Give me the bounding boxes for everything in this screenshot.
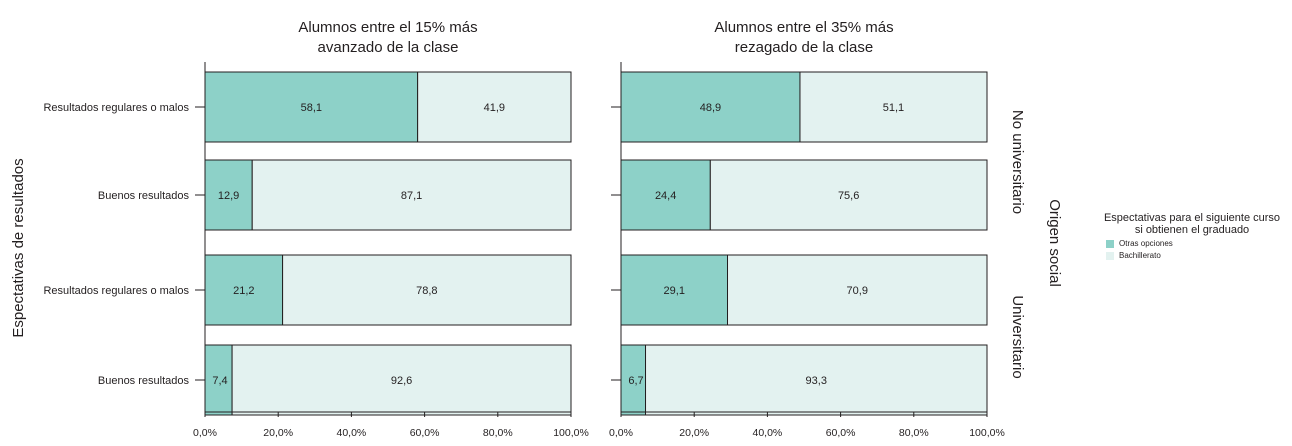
data-label-panel-1-row-4-otras-opciones: 7,4 xyxy=(212,375,227,387)
panel-2-title-line-1: Alumnos entre el 35% más xyxy=(714,19,893,36)
bar-panel-1-row-2-otras-opciones xyxy=(204,159,253,231)
legend-label-otras-opciones: Otras opciones xyxy=(1119,239,1173,248)
panel-2-title-line-2: rezagado de la clase xyxy=(735,39,873,56)
data-label-panel-1-row-4-bachillerato: 92,6 xyxy=(391,375,412,387)
x-tick-label-panel-2-4: 60,0% xyxy=(826,427,856,439)
x-tick-label-panel-1-6: 100,0% xyxy=(553,427,589,439)
bar-panel-1-row-1-otras-opciones xyxy=(204,71,419,143)
legend-item-bachillerato: Bachillerato xyxy=(1106,251,1292,260)
legend-label-bachillerato: Bachillerato xyxy=(1119,251,1161,260)
x-tick-label-panel-1-4: 60,0% xyxy=(410,427,440,439)
legend-title-line-1: Espectativas para el siguiente curso xyxy=(1103,212,1281,224)
category-label-1: Resultados regulares o malos xyxy=(43,102,189,114)
bar-panel-2-row-1-otras-opciones xyxy=(620,71,801,143)
x-tick-label-panel-2-5: 80,0% xyxy=(899,427,929,439)
data-label-panel-1-row-1-bachillerato: 41,9 xyxy=(484,102,505,114)
legend-title: Espectativas para el siguiente curso si … xyxy=(1092,212,1292,236)
row-group-title: Origen social xyxy=(1046,199,1063,287)
data-label-panel-1-row-1-otras-opciones: 58,1 xyxy=(301,102,322,114)
bar-panel-2-row-1-bachillerato xyxy=(799,71,988,143)
x-tick-label-panel-1-2: 20,0% xyxy=(263,427,293,439)
x-tick-label-panel-2-2: 20,0% xyxy=(679,427,709,439)
bar-panel-1-row-3-bachillerato xyxy=(282,254,572,326)
bar-panel-2-row-4-bachillerato xyxy=(645,344,988,416)
bar-panel-1-row-2-bachillerato xyxy=(251,159,572,231)
legend-swatch-otras-opciones xyxy=(1106,239,1114,248)
y-axis-title: Espectativas de resultados xyxy=(10,158,27,337)
data-label-panel-2-row-4-bachillerato: 93,3 xyxy=(806,375,827,387)
legend-item-otras-opciones: Otras opciones xyxy=(1106,239,1292,248)
data-label-panel-2-row-2-otras-opciones: 24,4 xyxy=(655,190,676,202)
bar-panel-2-row-2-bachillerato xyxy=(709,159,988,231)
panel-1-title-line-1: Alumnos entre el 15% más xyxy=(298,19,477,36)
bar-panel-2-row-3-bachillerato xyxy=(727,254,988,326)
row-group-label-no-universitario: No universitario xyxy=(1009,110,1026,214)
bar-panel-1-row-4-bachillerato xyxy=(231,344,572,416)
data-label-panel-2-row-3-bachillerato: 70,9 xyxy=(847,285,868,297)
data-label-panel-2-row-1-bachillerato: 51,1 xyxy=(883,102,904,114)
legend-title-line-2: si obtienen el graduado xyxy=(1134,224,1250,236)
x-tick-label-panel-2-3: 40,0% xyxy=(753,427,783,439)
x-tick-label-panel-2-6: 100,0% xyxy=(969,427,1005,439)
category-label-2: Buenos resultados xyxy=(98,190,190,202)
row-group-label-universitario: Universitario xyxy=(1009,295,1026,378)
bar-panel-1-row-1-bachillerato xyxy=(417,71,572,143)
data-label-panel-1-row-2-otras-opciones: 12,9 xyxy=(218,190,239,202)
legend-swatch-bachillerato xyxy=(1106,251,1114,260)
data-label-panel-1-row-3-otras-opciones: 21,2 xyxy=(233,285,254,297)
data-label-panel-2-row-3-otras-opciones: 29,1 xyxy=(664,285,685,297)
panel-1-title-line-2: avanzado de la clase xyxy=(318,39,459,56)
x-tick-label-panel-1-1: 0,0% xyxy=(193,427,217,439)
x-tick-label-panel-1-3: 40,0% xyxy=(337,427,367,439)
category-label-4: Buenos resultados xyxy=(98,375,190,387)
category-label-3: Resultados regulares o malos xyxy=(43,285,189,297)
bar-panel-2-row-3-otras-opciones xyxy=(620,254,729,326)
bar-panel-1-row-4-otras-opciones xyxy=(204,344,233,416)
x-tick-label-panel-2-1: 0,0% xyxy=(609,427,633,439)
data-label-panel-2-row-4-otras-opciones: 6,7 xyxy=(628,375,643,387)
data-label-panel-1-row-2-bachillerato: 87,1 xyxy=(401,190,422,202)
legend: Espectativas para el siguiente curso si … xyxy=(1092,212,1292,260)
data-label-panel-2-row-2-bachillerato: 75,6 xyxy=(838,190,859,202)
data-label-panel-1-row-3-bachillerato: 78,8 xyxy=(416,285,437,297)
x-tick-label-panel-1-5: 80,0% xyxy=(483,427,513,439)
data-label-panel-2-row-1-otras-opciones: 48,9 xyxy=(700,102,721,114)
